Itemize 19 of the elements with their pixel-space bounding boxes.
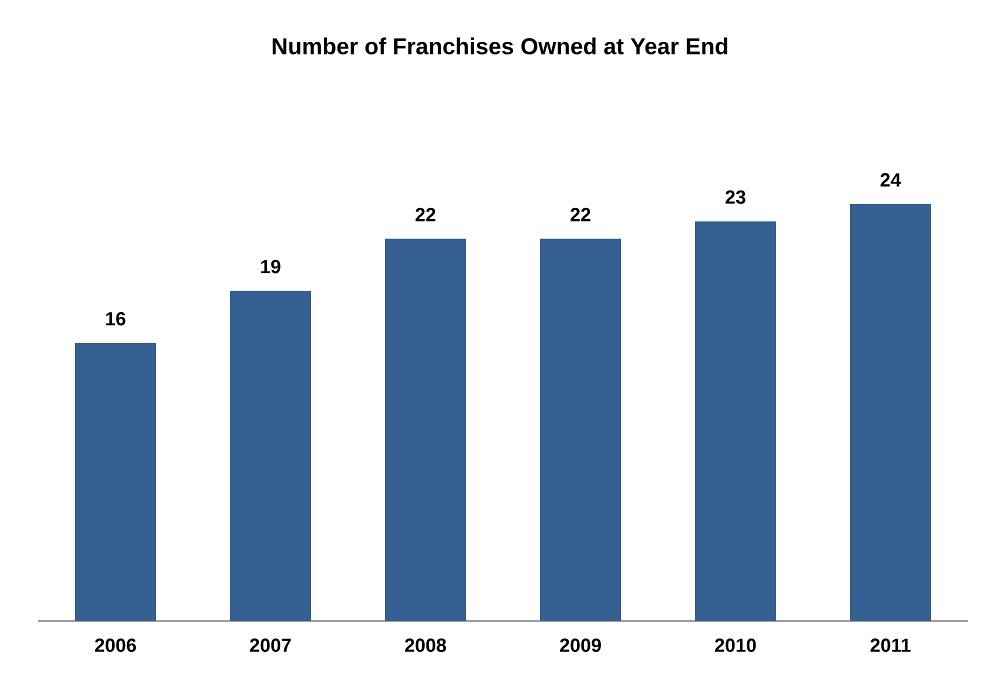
data-label: 16 [106,312,126,326]
bar [230,290,312,621]
x-tick-label: 2006 [95,638,136,652]
bar [540,238,621,621]
bar [385,238,466,621]
chart-title: Number of Franchises Owned at Year End [272,38,728,54]
data-label: 24 [880,173,901,186]
x-tick-label: 2008 [405,638,446,652]
bar [850,204,931,621]
x-tick-label: 2007 [250,638,291,652]
data-label: 23 [726,190,746,204]
x-tick-label: 2010 [715,638,756,652]
bar [75,342,156,621]
data-label: 22 [416,208,436,222]
x-tick-label: 2009 [560,638,601,652]
x-tick-label: 2011 [870,638,911,652]
data-label: 22 [570,208,590,222]
data-label: 19 [261,260,280,274]
bar [695,221,776,621]
